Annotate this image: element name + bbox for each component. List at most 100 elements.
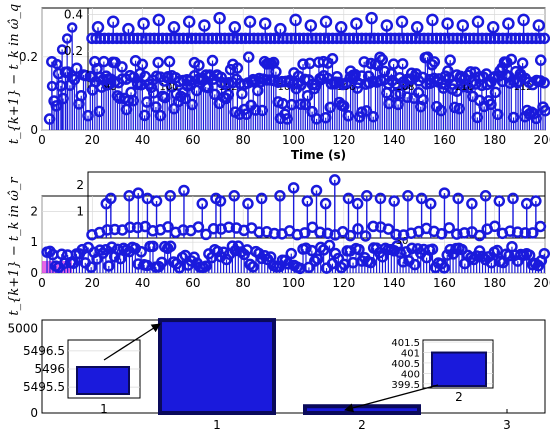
data-point	[466, 197, 478, 210]
data-point	[351, 197, 364, 210]
data-point	[85, 261, 97, 273]
data-point	[365, 57, 377, 70]
data-point	[101, 224, 113, 236]
bar	[158, 318, 276, 415]
data-point	[66, 22, 78, 33]
data-point	[504, 225, 516, 237]
data-point	[534, 220, 547, 233]
data-point	[200, 228, 212, 241]
data-point	[167, 21, 181, 34]
data-point	[242, 197, 254, 210]
data-point	[274, 22, 287, 36]
y-tick-label-1: 0.2	[19, 50, 38, 64]
data-point	[100, 244, 112, 256]
data-point	[80, 69, 92, 82]
data-point	[428, 56, 441, 68]
data-point	[435, 228, 448, 240]
x-tick-label-2: 120	[332, 276, 355, 290]
data-point	[511, 226, 524, 238]
x-tick-label-1: 120	[332, 133, 355, 147]
inset-right-y-tick: 401.5	[391, 338, 420, 349]
data-point	[285, 247, 298, 260]
data-point	[253, 226, 265, 238]
x-tick-label-2: 80	[236, 276, 251, 290]
data-point	[361, 190, 373, 202]
inset-right-y-tick: 400	[401, 369, 420, 380]
data-point	[51, 58, 63, 70]
data-point	[314, 226, 326, 238]
data-point	[505, 53, 518, 66]
data-point	[538, 77, 550, 89]
data-point	[136, 58, 149, 71]
data-point	[390, 228, 402, 241]
data-point	[353, 243, 365, 256]
data-point	[444, 54, 456, 66]
data-point	[91, 21, 105, 34]
data-point	[486, 21, 500, 34]
y-tick-label-3: 5000	[7, 321, 38, 335]
x-tick-label-2: 0	[38, 276, 46, 290]
data-point	[426, 13, 439, 27]
inset-2: 1 2 30	[76, 171, 547, 247]
data-point	[438, 262, 451, 274]
x-tick-label-2: 100	[282, 276, 305, 290]
data-point	[502, 17, 515, 30]
data-point	[534, 54, 547, 66]
data-point	[122, 22, 135, 36]
data-point	[303, 261, 315, 274]
x-tick-label-1: 40	[135, 133, 150, 147]
data-point	[456, 19, 470, 32]
data-point	[76, 243, 89, 256]
data-point	[223, 221, 235, 233]
inset-1-x-tick: 112	[513, 82, 532, 93]
data-point	[164, 240, 177, 253]
inset-2-y-tick: 2	[76, 178, 84, 192]
inset-1-x-tick: 100	[159, 82, 178, 93]
data-point	[188, 251, 200, 264]
data-point	[319, 197, 332, 210]
x-tick-label-1: 160	[433, 133, 456, 147]
data-point	[374, 51, 386, 64]
data-point	[532, 19, 546, 32]
data-point	[68, 73, 81, 86]
data-point	[214, 195, 227, 207]
data-point	[228, 21, 242, 34]
data-point	[213, 11, 226, 25]
y-tick-label-2: 1	[30, 235, 38, 249]
x-tick-label-1: 180	[483, 133, 506, 147]
x-tick-label-2: 20	[85, 276, 100, 290]
x-tick-label-2: 140	[383, 276, 406, 290]
data-point	[156, 256, 168, 269]
data-point	[489, 220, 501, 233]
data-point	[297, 58, 309, 70]
data-point	[178, 184, 190, 197]
inset-left-3: 5495.5 5496 5496.5 1	[23, 339, 141, 416]
data-point	[359, 230, 372, 242]
data-point	[56, 44, 68, 55]
data-point	[426, 243, 439, 255]
data-point	[61, 33, 73, 44]
data-point	[338, 100, 350, 112]
data-point	[147, 240, 159, 253]
y-axis-label-1: t_{k+1} − t_k in ω̂_q	[7, 4, 22, 144]
x-tick-label-1: 80	[236, 133, 251, 147]
data-point	[456, 243, 468, 256]
x-tick-label-2: 160	[433, 276, 456, 290]
bar-chart-event-counts: 1 2 3050005495.554965496.51399.5400400.540…	[7, 318, 546, 432]
data-point	[243, 15, 257, 29]
data-point	[530, 195, 542, 207]
data-point	[311, 253, 324, 265]
x-tick-label-2: 60	[185, 276, 200, 290]
inset-right-y-tick: 401	[401, 349, 420, 360]
inset-right-bar	[431, 351, 487, 387]
data-point	[306, 221, 319, 233]
data-point	[458, 227, 471, 239]
data-point	[131, 221, 144, 234]
data-point	[507, 192, 519, 205]
data-point	[382, 223, 395, 235]
inset-left-y-tick: 5495.5	[23, 380, 65, 394]
data-point	[406, 242, 418, 255]
inset-left-x-tick: 1	[100, 402, 108, 416]
arrow-to-bar-1	[103, 323, 161, 361]
data-point	[301, 195, 314, 207]
